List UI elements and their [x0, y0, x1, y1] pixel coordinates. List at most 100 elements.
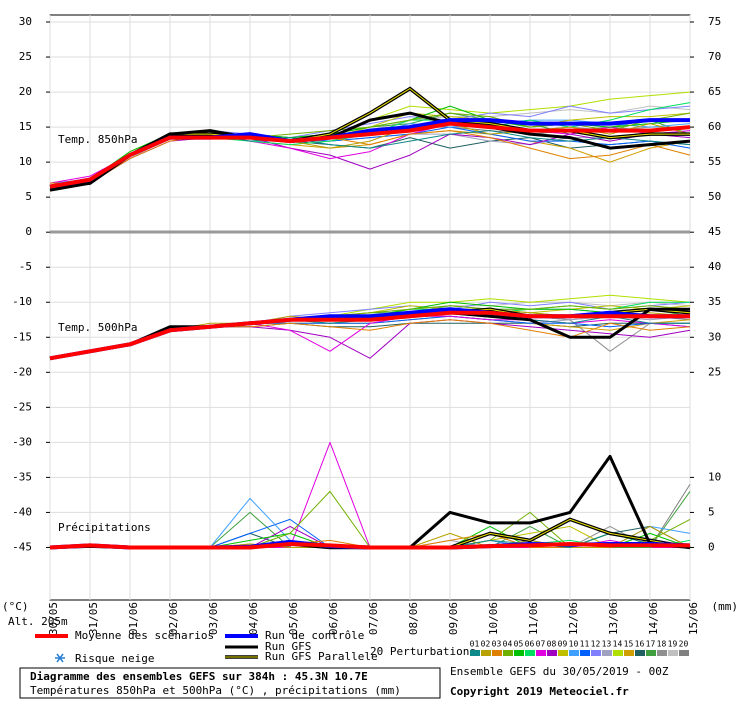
y2-tick-label: 0 — [708, 540, 715, 553]
perturbations-label: 20 Perturbations — [370, 645, 476, 658]
legend-swatch — [624, 650, 634, 656]
y-tick-label: -35 — [12, 470, 32, 483]
legend-swatch — [547, 650, 557, 656]
y-tick-label: 5 — [25, 190, 32, 203]
y2-tick-label: 75 — [708, 15, 721, 28]
legend-label: 03 — [492, 640, 502, 649]
legend-swatch — [481, 650, 491, 656]
y-tick-label: 20 — [19, 85, 32, 98]
legend-label: 18 — [657, 640, 667, 649]
legend-swatch — [580, 650, 590, 656]
panel-label: Temp. 850hPa — [58, 133, 137, 146]
legend-label: Run GFS — [265, 640, 311, 653]
y-tick-label: -25 — [12, 400, 32, 413]
run-info: Ensemble GEFS du 30/05/2019 - 00Z — [450, 665, 669, 678]
chart-subtitle: Températures 850hPa et 500hPa (°C) , pré… — [30, 684, 401, 697]
legend-swatch — [602, 650, 612, 656]
chart-title: Diagramme des ensembles GEFS sur 384h : … — [30, 670, 368, 683]
x-tick-label: 07/06 — [367, 602, 380, 635]
y-tick-label: -5 — [19, 260, 32, 273]
snow-icon — [55, 653, 65, 663]
x-tick-label: 05/06 — [287, 602, 300, 635]
legend-label: 16 — [635, 640, 645, 649]
series-line — [49, 121, 691, 189]
y-tick-label: 25 — [19, 50, 32, 63]
y-tick-label: -30 — [12, 435, 32, 448]
legend-label: 06 — [525, 640, 535, 649]
y2-tick-label: 55 — [708, 155, 721, 168]
legend-label: 09 — [558, 640, 568, 649]
legend-label: 08 — [547, 640, 557, 649]
y-tick-label: 0 — [25, 225, 32, 238]
y-tick-label: -20 — [12, 365, 32, 378]
altitude: Alt. 205m — [8, 615, 68, 628]
legend-label: 19 — [668, 640, 678, 649]
copyright: Copyright 2019 Meteociel.fr — [450, 685, 629, 698]
x-tick-label: 14/06 — [647, 602, 660, 635]
y2-tick-label: 10 — [708, 470, 721, 483]
legend-swatch — [470, 650, 480, 656]
legend-swatch — [503, 650, 513, 656]
x-tick-label: 13/06 — [607, 602, 620, 635]
series-line — [49, 310, 690, 361]
legend-label: 07 — [536, 640, 546, 649]
x-tick-label: 04/06 — [247, 602, 260, 635]
x-tick-label: 31/05 — [87, 602, 100, 635]
legend-label: Run GFS Parallele — [265, 650, 378, 663]
legend-label: 11 — [580, 640, 590, 649]
y2-tick-label: 35 — [708, 295, 721, 308]
y2-axis-label: (mm) — [712, 600, 739, 613]
legend-label: 02 — [481, 640, 491, 649]
panel-label: Temp. 500hPa — [58, 321, 137, 334]
y2-tick-label: 25 — [708, 365, 721, 378]
x-tick-label: 30/05 — [47, 602, 60, 635]
y-tick-label: 15 — [19, 120, 32, 133]
legend-swatch — [613, 650, 623, 656]
x-tick-label: 10/06 — [487, 602, 500, 635]
legend-label: 20 — [679, 640, 689, 649]
legend-swatch — [591, 650, 601, 656]
legend-swatch — [635, 650, 645, 656]
x-tick-label: 12/06 — [567, 602, 580, 635]
legend-swatch — [569, 650, 579, 656]
legend-swatch — [679, 650, 689, 656]
info-box — [19, 667, 441, 699]
y-tick-label: -40 — [12, 505, 32, 518]
y-tick-label: 30 — [19, 15, 32, 28]
x-tick-label: 08/06 — [407, 602, 420, 635]
y2-tick-label: 65 — [708, 85, 721, 98]
legend-swatch — [646, 650, 656, 656]
y-axis-label: (°C) — [2, 600, 29, 613]
x-tick-label: 06/06 — [327, 602, 340, 635]
x-tick-label: 01/06 — [127, 602, 140, 635]
series-lines — [49, 86, 691, 550]
series-line — [49, 542, 690, 550]
y-tick-label: 10 — [19, 155, 32, 168]
legend-label: 01 — [470, 640, 480, 649]
legend-swatch — [492, 650, 502, 656]
x-tick-label: 03/06 — [207, 602, 220, 635]
y2-tick-label: 30 — [708, 330, 721, 343]
y-tick-label: -45 — [12, 540, 32, 553]
y2-tick-label: 50 — [708, 190, 721, 203]
x-tick-label: 09/06 — [447, 602, 460, 635]
legend-label: Run de contrôle — [265, 629, 364, 642]
legend-label: Moyenne des scénarios — [75, 629, 214, 642]
legend-swatch — [657, 650, 667, 656]
x-tick-label: 02/06 — [167, 602, 180, 635]
legend-label: 17 — [646, 640, 656, 649]
series-line — [50, 130, 691, 184]
y2-tick-label: 70 — [708, 50, 721, 63]
snow-label: Risque neige — [75, 652, 154, 665]
legend-label: 13 — [602, 640, 612, 649]
y-tick-label: -10 — [12, 295, 32, 308]
panel-label: Précipitations — [58, 521, 151, 534]
legend-swatch — [558, 650, 568, 656]
legend-swatch — [514, 650, 524, 656]
legend-label: 15 — [624, 640, 634, 649]
legend-label: 10 — [569, 640, 579, 649]
legend-label: 12 — [591, 640, 601, 649]
y2-tick-label: 5 — [708, 505, 715, 518]
series-line — [49, 111, 691, 192]
